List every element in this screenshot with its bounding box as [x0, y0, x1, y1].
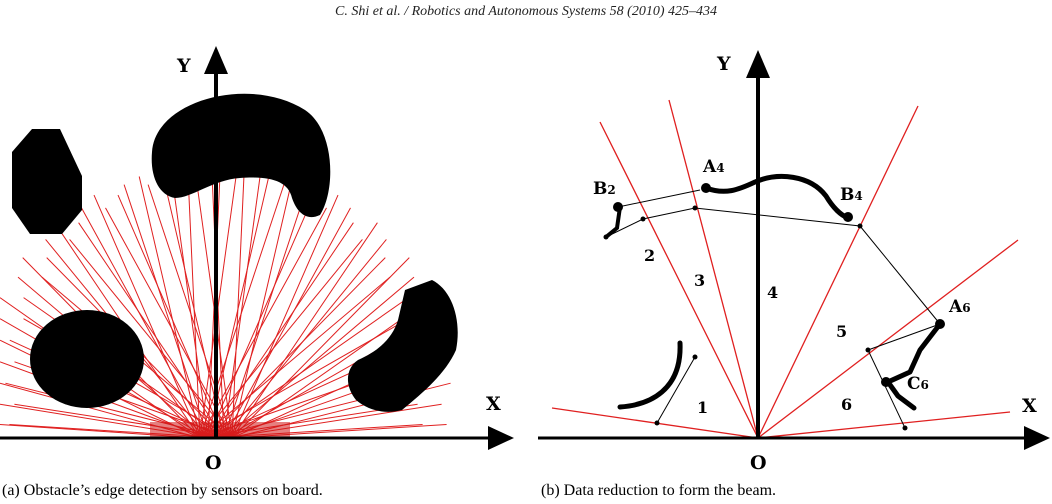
sensor-beam [199, 184, 285, 439]
sensor-beam [223, 184, 309, 439]
contour-a4-b4 [703, 174, 851, 221]
contour-b2 [604, 205, 622, 239]
sector-rays [551, 99, 1019, 439]
sensor-beam [207, 176, 270, 439]
point-label-a6: A6 [948, 297, 971, 317]
sensor-beam [231, 168, 245, 439]
region-label-5: 5 [836, 322, 847, 341]
beam-upper-edge [617, 189, 701, 208]
vertex-dot [902, 425, 908, 431]
vertex-dot [865, 347, 871, 353]
sensor-beam [138, 176, 201, 439]
sensor-beam [231, 176, 294, 439]
ray [757, 105, 919, 439]
region-label-1: 1 [697, 398, 708, 417]
vertex-dot [692, 354, 698, 360]
beam-edge-6 [867, 349, 906, 429]
point-label-a4: A4 [702, 157, 725, 177]
point-a4 [701, 183, 711, 193]
beam-density-base [150, 422, 290, 438]
origin-label: O [205, 452, 222, 474]
contour-a6-c6 [885, 321, 943, 411]
region-label-3: 3 [694, 271, 705, 290]
ray [599, 121, 759, 439]
ray [757, 239, 1019, 439]
sensor-beam [199, 171, 238, 439]
sensor-beam [187, 168, 201, 439]
region-label-4: 4 [767, 283, 778, 302]
point-a6 [935, 319, 945, 329]
sensor-beam [117, 194, 225, 439]
sensor-beam [105, 207, 233, 439]
beam-edge-5 [867, 323, 941, 351]
sensor-beam [223, 171, 262, 439]
obstacle-crescent [151, 93, 331, 218]
x-axis-label: X [1022, 395, 1037, 417]
sensor-beam [207, 257, 386, 439]
caption-b: (b) Data reduction to form the beam. [541, 482, 777, 499]
beam-edge-1 [656, 356, 696, 424]
region-label-6: 6 [841, 395, 852, 414]
vertex-dot [857, 223, 863, 229]
point-b4 [843, 212, 853, 222]
sensor-beam [199, 276, 391, 439]
sensor-beam [199, 207, 327, 439]
vertex-dot [654, 420, 660, 426]
sensor-beam [231, 194, 339, 439]
running-header: C. Shi et al. / Robotics and Autonomous … [335, 4, 717, 19]
sensor-beam [199, 318, 409, 439]
sensor-beam [78, 222, 225, 439]
y-axis-label: Y [176, 55, 191, 77]
x-axis-arrowhead [488, 426, 514, 450]
origin-label: O [750, 452, 767, 474]
x-axis-label: X [486, 393, 501, 415]
obstacle-right-blob [347, 280, 458, 412]
sensor-beam [207, 194, 315, 439]
sensor-beam [207, 222, 354, 439]
sensor-beam [231, 222, 378, 439]
beam-outline [605, 207, 941, 325]
vertex-dot [692, 205, 698, 211]
sensor-beam [223, 207, 351, 439]
y-axis-arrowhead [746, 50, 770, 78]
contour-region-1 [617, 340, 683, 410]
sensor-beam [123, 184, 209, 439]
vertex-dot [603, 234, 609, 240]
y-axis-label: Y [716, 53, 731, 75]
ray [757, 411, 1011, 439]
sensor-beam [81, 207, 209, 439]
obstacle-round [30, 310, 144, 408]
sensor-beam [231, 257, 410, 439]
sensor-beam [93, 194, 201, 439]
panel-a: Y X O [0, 46, 514, 474]
region-label-2: 2 [644, 246, 655, 265]
panel-b: Y X O 1 2 3 4 5 6 A4 B2 B4 A6 C6 [538, 50, 1050, 474]
vertex-dot [640, 216, 646, 222]
point-label-c6: C6 [907, 374, 929, 394]
sensor-beam [199, 239, 363, 439]
caption-a: (a) Obstacle’s edge detection by sensors… [2, 482, 323, 499]
sensor-beam [223, 276, 415, 439]
point-b2 [613, 202, 623, 212]
obstacle-left-polygon [12, 129, 82, 234]
point-label-b4: B4 [840, 185, 863, 205]
x-axis-arrowhead [1024, 426, 1050, 450]
point-c6 [881, 377, 891, 387]
ray [668, 99, 759, 439]
y-axis-arrowhead [204, 46, 228, 74]
point-label-b2: B2 [593, 179, 616, 199]
sensor-beam [170, 171, 209, 439]
